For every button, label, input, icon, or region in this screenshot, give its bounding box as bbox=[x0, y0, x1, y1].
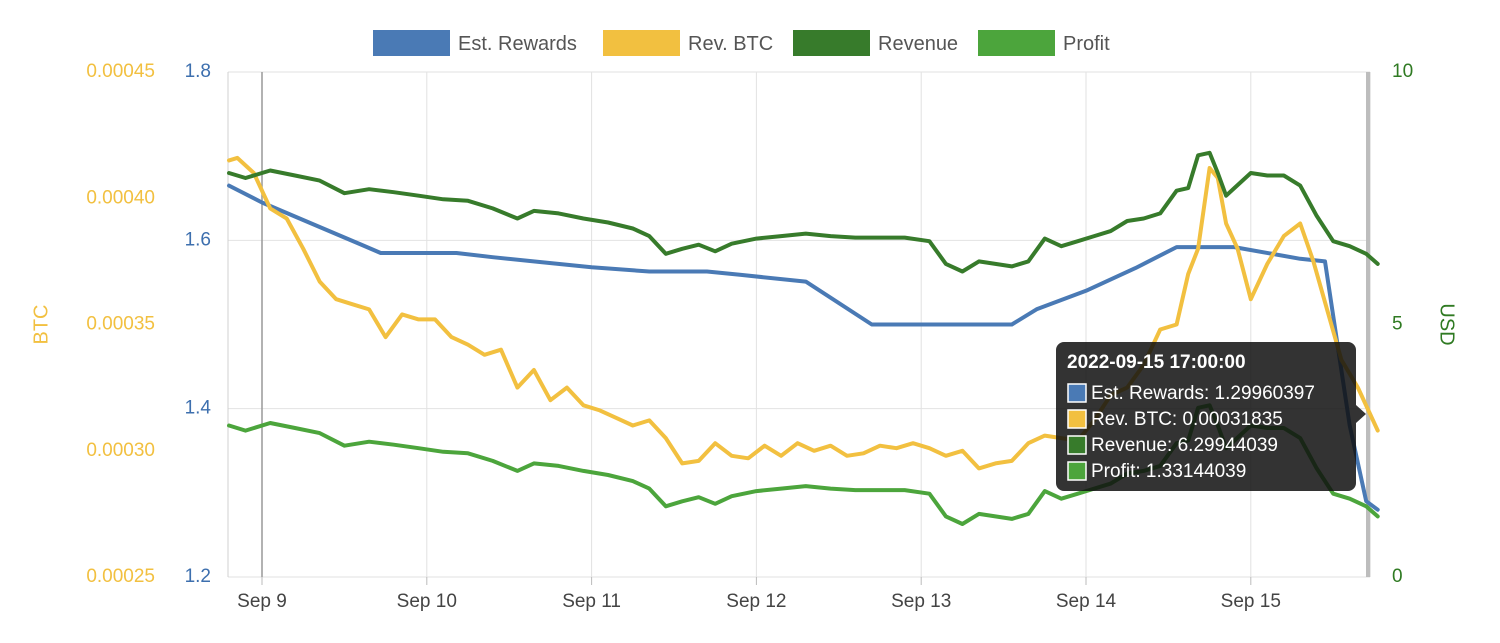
x-tick-label: Sep 9 bbox=[237, 591, 287, 612]
tooltip-swatch bbox=[1067, 461, 1087, 481]
rewards-tick-label: 1.2 bbox=[185, 566, 211, 587]
grid-lines bbox=[227, 71, 1371, 578]
tooltip-line: Rev. BTC: 0.00031835 bbox=[1091, 409, 1283, 430]
tooltip-swatch bbox=[1067, 409, 1087, 429]
series-lines bbox=[227, 150, 1380, 526]
usd-tick-label: 10 bbox=[1392, 61, 1413, 82]
legend-item-profit[interactable]: Profit bbox=[978, 30, 1110, 56]
x-tick-label: Sep 10 bbox=[397, 591, 457, 612]
series-line-rev-btc bbox=[227, 155, 1380, 471]
legend-item-revenue[interactable]: Revenue bbox=[793, 30, 958, 56]
legend-item-rev-btc[interactable]: Rev. BTC bbox=[603, 30, 773, 56]
legend-item-est-rewards[interactable]: Est. Rewards bbox=[373, 30, 577, 56]
x-tick-label: Sep 11 bbox=[562, 591, 621, 612]
rewards-tick-label: 1.6 bbox=[185, 229, 211, 250]
tooltip-title: 2022-09-15 17:00:00 bbox=[1067, 352, 1246, 373]
legend-swatch bbox=[373, 30, 450, 56]
usd-tick-label: 0 bbox=[1392, 566, 1403, 587]
legend-swatch bbox=[793, 30, 870, 56]
tooltip-box bbox=[1056, 342, 1356, 491]
btc-tick-label: 0.00045 bbox=[86, 61, 155, 82]
legend[interactable]: Est. Rewards Rev. BTC Revenue Profit bbox=[373, 30, 1110, 56]
tooltip-swatch bbox=[1067, 435, 1087, 455]
btc-tick-label: 0.00035 bbox=[86, 314, 155, 335]
btc-axis-title: BTC bbox=[30, 305, 52, 345]
legend-label: Profit bbox=[1063, 33, 1110, 55]
x-tick-label: Sep 15 bbox=[1221, 591, 1281, 612]
tooltip-line: Est. Rewards: 1.29960397 bbox=[1091, 383, 1315, 404]
tooltip-swatch bbox=[1067, 383, 1087, 403]
rewards-tick-label: 1.8 bbox=[185, 61, 211, 82]
x-tick-label: Sep 14 bbox=[1056, 591, 1117, 612]
btc-tick-label: 0.00025 bbox=[86, 566, 155, 587]
legend-swatch bbox=[603, 30, 680, 56]
axes: 0.00025 0.00030 0.00035 0.00040 0.00045 1.2 1.… bbox=[30, 61, 1457, 612]
series-line-est-rewards bbox=[227, 183, 1380, 512]
usd-tick-label: 5 bbox=[1392, 314, 1403, 335]
legend-label: Rev. BTC bbox=[688, 33, 773, 55]
rewards-tick-label: 1.4 bbox=[185, 398, 212, 419]
tooltip-line: Revenue: 6.29944039 bbox=[1091, 435, 1278, 456]
usd-axis-title: USD bbox=[1436, 303, 1458, 345]
x-tick-label: Sep 13 bbox=[891, 591, 951, 612]
series-line-revenue bbox=[227, 150, 1380, 274]
legend-label: Revenue bbox=[878, 33, 958, 55]
legend-swatch bbox=[978, 30, 1055, 56]
tooltip: 2022-09-15 17:00:00 Est. Rewards: 1.29960… bbox=[1056, 342, 1366, 491]
x-tick-label: Sep 12 bbox=[726, 591, 786, 612]
legend-label: Est. Rewards bbox=[458, 33, 577, 55]
btc-tick-label: 0.00040 bbox=[86, 187, 155, 208]
btc-tick-label: 0.00030 bbox=[86, 440, 155, 461]
tooltip-line: Profit: 1.33144039 bbox=[1091, 461, 1246, 482]
tooltip-caret bbox=[1356, 405, 1366, 423]
